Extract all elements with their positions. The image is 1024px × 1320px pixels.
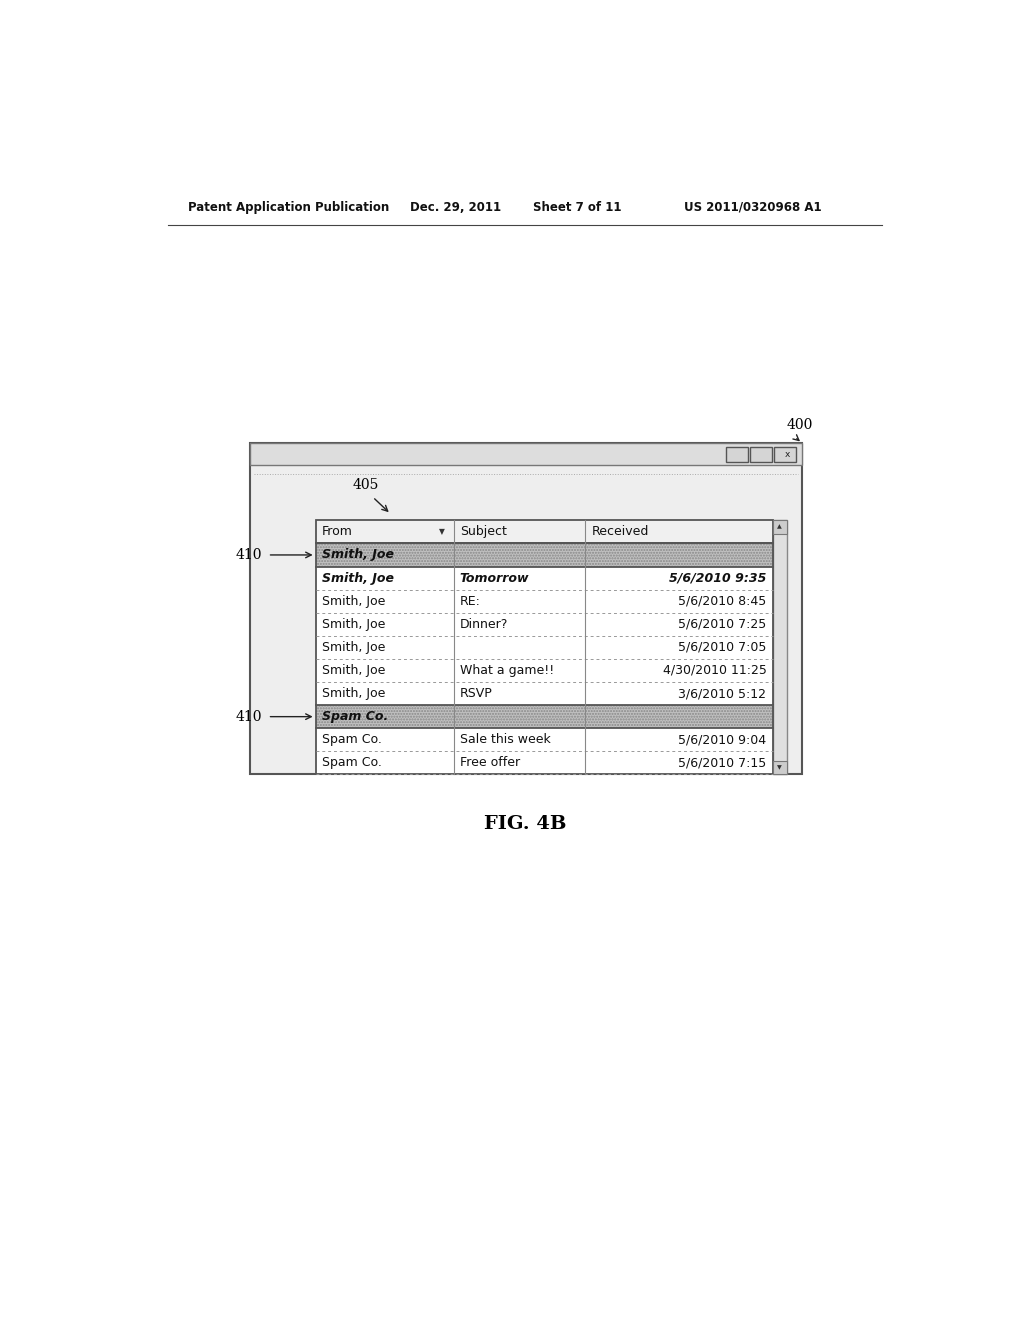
Text: 5/6/2010 9:35: 5/6/2010 9:35: [669, 572, 766, 585]
Text: Patent Application Publication: Patent Application Publication: [187, 201, 389, 214]
Text: Dec. 29, 2011: Dec. 29, 2011: [410, 201, 501, 214]
Text: 5/6/2010 9:04: 5/6/2010 9:04: [678, 733, 766, 746]
Text: 3/6/2010 5:12: 3/6/2010 5:12: [679, 686, 766, 700]
Text: Spam Co.: Spam Co.: [322, 733, 382, 746]
Text: Smith, Joe: Smith, Joe: [322, 548, 394, 561]
Text: Smith, Joe: Smith, Joe: [322, 686, 385, 700]
Text: Spam Co.: Spam Co.: [322, 710, 388, 723]
Text: x: x: [784, 450, 791, 458]
Text: 5/6/2010 7:15: 5/6/2010 7:15: [678, 756, 766, 770]
FancyBboxPatch shape: [315, 705, 773, 729]
Text: From: From: [322, 525, 353, 539]
FancyBboxPatch shape: [773, 760, 786, 775]
Text: Smith, Joe: Smith, Joe: [322, 572, 394, 585]
FancyBboxPatch shape: [315, 636, 773, 659]
Text: ▼: ▼: [777, 766, 782, 770]
FancyBboxPatch shape: [315, 659, 773, 682]
FancyBboxPatch shape: [315, 682, 773, 705]
Text: Smith, Joe: Smith, Joe: [322, 618, 385, 631]
FancyBboxPatch shape: [315, 544, 773, 566]
Text: 410: 410: [236, 548, 262, 562]
Text: 5/6/2010 8:45: 5/6/2010 8:45: [678, 594, 766, 607]
Text: Free offer: Free offer: [460, 756, 520, 770]
Text: Sale this week: Sale this week: [460, 733, 551, 746]
Text: RSVP: RSVP: [460, 686, 493, 700]
FancyBboxPatch shape: [315, 612, 773, 636]
Text: ▲: ▲: [777, 525, 782, 529]
Text: Smith, Joe: Smith, Joe: [322, 640, 385, 653]
Text: 4/30/2010 11:25: 4/30/2010 11:25: [663, 664, 766, 677]
FancyBboxPatch shape: [315, 520, 773, 544]
FancyBboxPatch shape: [251, 444, 802, 465]
Text: 410: 410: [236, 710, 262, 723]
Text: Smith, Joe: Smith, Joe: [322, 594, 385, 607]
FancyBboxPatch shape: [315, 590, 773, 612]
Text: Smith, Joe: Smith, Joe: [322, 664, 385, 677]
Text: 5/6/2010 7:25: 5/6/2010 7:25: [678, 618, 766, 631]
FancyBboxPatch shape: [315, 751, 773, 775]
Text: What a game!!: What a game!!: [460, 664, 554, 677]
Text: RE:: RE:: [460, 594, 480, 607]
Text: 405: 405: [352, 478, 379, 492]
FancyBboxPatch shape: [315, 566, 773, 590]
FancyBboxPatch shape: [726, 446, 748, 462]
Text: US 2011/0320968 A1: US 2011/0320968 A1: [684, 201, 821, 214]
Text: FIG. 4B: FIG. 4B: [483, 816, 566, 833]
FancyBboxPatch shape: [315, 729, 773, 751]
Text: Tomorrow: Tomorrow: [460, 572, 529, 585]
FancyBboxPatch shape: [773, 520, 786, 535]
Text: 400: 400: [786, 417, 813, 432]
Text: 5/6/2010 7:05: 5/6/2010 7:05: [678, 640, 766, 653]
FancyBboxPatch shape: [751, 446, 772, 462]
Text: Spam Co.: Spam Co.: [322, 756, 382, 770]
FancyBboxPatch shape: [251, 444, 802, 775]
FancyBboxPatch shape: [773, 520, 786, 775]
Text: Subject: Subject: [460, 525, 507, 539]
Text: Dinner?: Dinner?: [460, 618, 508, 631]
Text: Received: Received: [592, 525, 649, 539]
Text: Sheet 7 of 11: Sheet 7 of 11: [532, 201, 622, 214]
FancyBboxPatch shape: [774, 446, 796, 462]
Text: ▼: ▼: [438, 528, 444, 536]
